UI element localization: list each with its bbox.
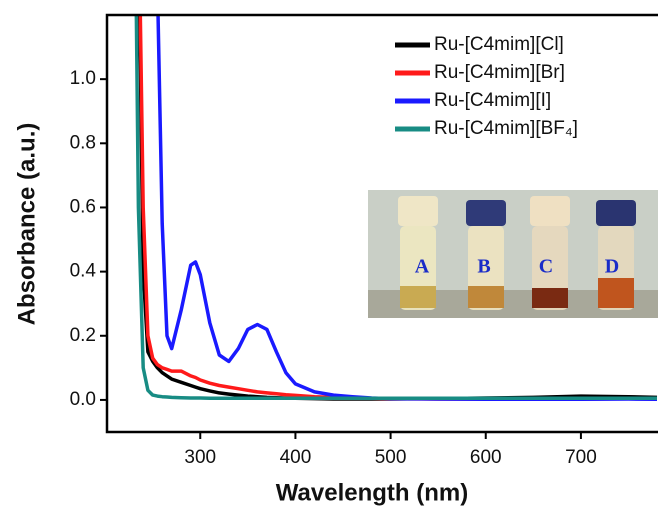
inset-label: B: [477, 256, 490, 278]
inset-photo: [368, 190, 658, 318]
y-tick-label: 0.0: [70, 389, 96, 410]
x-tick-label: 300: [184, 447, 216, 468]
legend-label: Ru-[C4mim][I]: [434, 90, 551, 111]
y-tick-label: 0.2: [70, 325, 96, 346]
y-axis-label: Absorbance (a.u.): [13, 123, 40, 326]
y-tick-label: 0.4: [70, 261, 97, 282]
x-tick-label: 700: [565, 447, 597, 468]
y-tick-label: 0.8: [70, 132, 96, 153]
legend-label: Ru-[C4mim][BF₄]: [434, 118, 578, 139]
chart: Wavelength (nm) Absorbance (a.u.) 300 400…: [0, 0, 658, 508]
y-tick-label: 0.6: [70, 196, 96, 217]
legend-label: Ru-[C4mim][Br]: [434, 62, 565, 83]
inset-label: D: [605, 256, 619, 278]
y-tick-label: 1.0: [70, 68, 96, 89]
inset-label: A: [415, 256, 430, 278]
x-tick-label: 600: [470, 447, 502, 468]
x-tick-label: 500: [375, 447, 407, 468]
legend-label: Ru-[C4mim][Cl]: [434, 34, 564, 55]
inset-label: C: [539, 256, 553, 278]
x-tick-label: 400: [280, 447, 312, 468]
x-axis-label: Wavelength (nm): [276, 479, 468, 506]
